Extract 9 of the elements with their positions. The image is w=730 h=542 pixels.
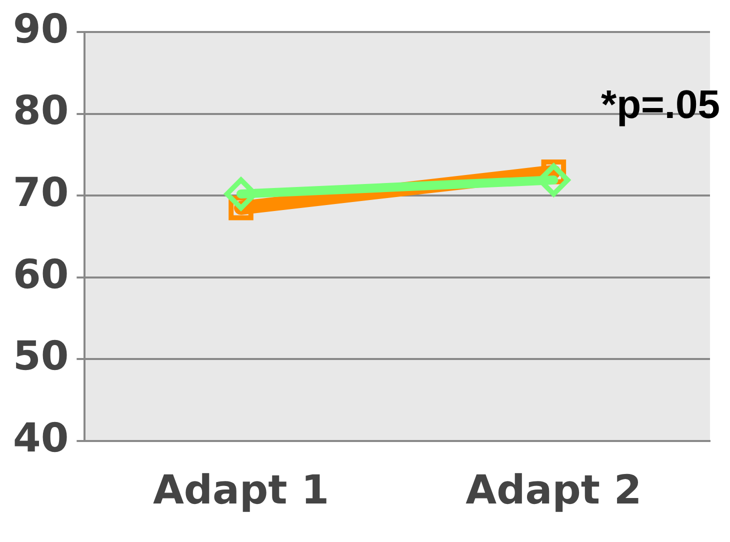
x-tick-label: Adapt 1 — [152, 467, 330, 514]
y-tick-label: 70 — [12, 170, 69, 216]
annotation: *p=.05 — [601, 83, 720, 128]
y-tick-label: 80 — [12, 88, 69, 134]
y-tick-label: 90 — [12, 6, 69, 52]
y-tick-label: 60 — [12, 252, 69, 298]
x-tick-label: Adapt 2 — [466, 467, 642, 514]
y-tick-label: 50 — [12, 334, 69, 380]
y-tick-label: 40 — [12, 415, 69, 462]
